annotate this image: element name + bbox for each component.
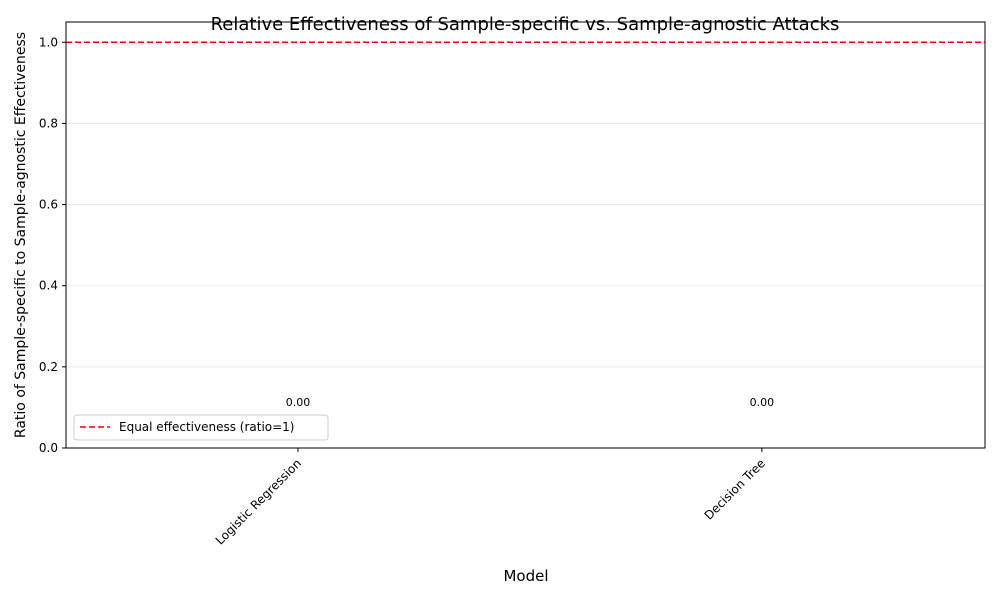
x-axis-label: Model	[503, 567, 548, 585]
x-tick-label: Logistic Regression	[213, 456, 304, 547]
bar-value-label: 0.00	[286, 396, 311, 409]
y-axis: 0.0 0.2 0.4 0.6 0.8 1.0	[39, 35, 66, 455]
y-tick-label: 0.2	[39, 360, 58, 374]
legend: Equal effectiveness (ratio=1)	[73, 414, 329, 441]
x-tick-label: Decision Tree	[702, 456, 768, 522]
grid-lines	[66, 41, 985, 449]
bar-value-label: 0.00	[750, 396, 775, 409]
y-tick-label: 0.4	[39, 279, 58, 293]
x-axis: Logistic Regression Decision Tree	[213, 448, 768, 548]
plot-frame	[65, 21, 986, 449]
y-tick-label: 0.0	[39, 441, 58, 455]
y-tick-label: 1.0	[39, 35, 58, 49]
y-tick-label: 0.6	[39, 198, 58, 212]
value-labels: 0.00 0.00	[286, 396, 774, 409]
legend-box	[73, 414, 329, 441]
y-axis-label: Ratio of Sample-specific to Sample-agnos…	[13, 32, 29, 438]
legend-label: Equal effectiveness (ratio=1)	[119, 420, 295, 434]
chart-title: Relative Effectiveness of Sample-specifi…	[211, 14, 840, 35]
y-tick-label: 0.8	[39, 116, 58, 130]
